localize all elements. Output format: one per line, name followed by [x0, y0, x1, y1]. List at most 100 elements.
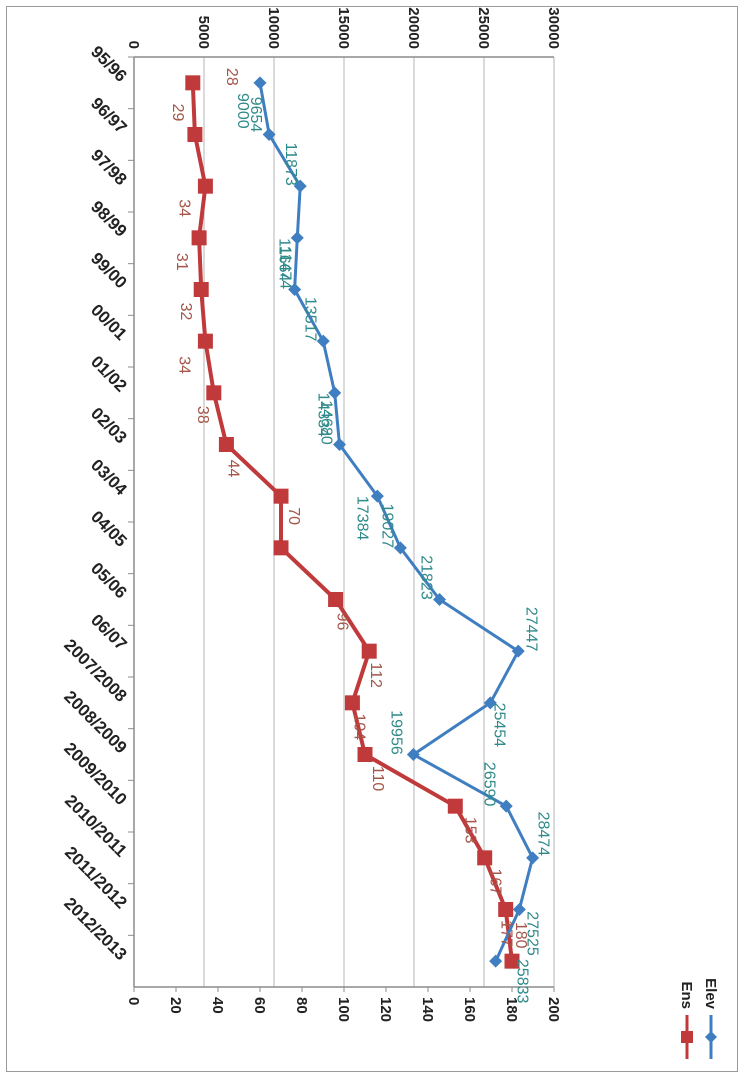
category-label: 05/06	[87, 559, 131, 603]
category-label: 95/96	[87, 42, 131, 86]
elev-point	[511, 644, 525, 658]
elev-data-label: 11474	[277, 246, 294, 289]
ens-point	[273, 540, 289, 556]
ens-point	[197, 333, 213, 349]
elev-data-label: 27525	[523, 911, 540, 956]
primary-axis-tick-label: 10000	[265, 7, 282, 49]
elev-point	[293, 179, 307, 193]
elev-point	[290, 231, 304, 245]
secondary-axis-tick-label: 40	[209, 997, 226, 1014]
ens-data-label: 32	[177, 303, 194, 321]
ens-data-label: 28	[223, 68, 240, 86]
elev-point	[262, 128, 276, 141]
secondary-axis-tick-label: 200	[545, 997, 562, 1022]
category-label: 06/07	[87, 610, 131, 654]
elev-data-label: 21823	[418, 555, 435, 600]
ens-point	[206, 385, 222, 401]
elev-point	[333, 438, 347, 451]
elev-point	[370, 489, 384, 503]
elev-data-label: 25833	[514, 959, 531, 1004]
legend-marker-ens	[681, 1031, 693, 1043]
legend-marker-elev	[705, 1031, 717, 1043]
elev-point	[288, 283, 302, 296]
ens-data-label: 44	[224, 460, 241, 478]
ens-point	[191, 230, 207, 246]
elev-point	[433, 593, 447, 606]
elev-data-label: 11873	[282, 143, 299, 186]
category-label: 97/98	[87, 145, 131, 189]
ens-data-label: 31	[173, 253, 190, 271]
ens-data-label: 110	[369, 766, 386, 792]
ens-data-label: 167	[487, 868, 504, 895]
secondary-axis-tick-label: 100	[335, 997, 352, 1022]
elev-data-label: 19956	[387, 710, 404, 755]
elev-data-label: 11664	[275, 238, 292, 281]
elev-point	[406, 748, 420, 761]
elev-data-label: 14680	[318, 400, 335, 445]
secondary-axis-tick-label: 120	[377, 997, 394, 1022]
elev-data-label: 13517	[301, 297, 318, 342]
primary-axis-tick-label: 20000	[405, 7, 422, 49]
elev-point	[316, 334, 330, 348]
elev-data-label: 17384	[353, 496, 370, 541]
elev-point	[253, 76, 267, 90]
ens-point	[197, 178, 213, 194]
ens-point	[361, 643, 377, 659]
primary-axis-tick-label: 0	[125, 41, 142, 49]
ens-point	[273, 488, 289, 504]
ens-data-label: 112	[367, 662, 384, 688]
secondary-axis-tick-label: 140	[419, 997, 436, 1022]
ens-point	[344, 695, 360, 711]
ens-point	[193, 282, 209, 297]
ens-data-label: 29	[169, 104, 186, 122]
elev-line	[258, 82, 535, 962]
category-label: 03/04	[87, 455, 131, 499]
primary-axis-tick-label: 5000	[195, 16, 212, 49]
elev-point	[328, 386, 342, 400]
ens-data-label: 180	[512, 922, 529, 949]
ens-data-label: 96	[334, 613, 351, 631]
category-label: 98/99	[87, 197, 131, 241]
ens-data-label: 104	[350, 713, 367, 740]
category-label: 04/05	[87, 507, 131, 551]
ens-point	[328, 592, 344, 607]
secondary-axis-tick-label: 80	[293, 997, 310, 1014]
ens-point	[498, 902, 514, 917]
category-label: 00/01	[87, 300, 131, 344]
ens-point	[504, 953, 520, 969]
primary-axis-tick-label: 25000	[475, 7, 492, 49]
ens-line	[190, 82, 514, 962]
ens-point	[187, 127, 203, 142]
secondary-axis-tick-label: 0	[125, 997, 142, 1005]
legend-label-elev: Elev	[702, 978, 719, 1010]
elev-data-label: 9000	[234, 93, 251, 129]
ens-data-label: 177	[498, 920, 515, 947]
ens-data-label: 34	[175, 356, 192, 374]
primary-axis-tick-label: 15000	[335, 7, 352, 49]
category-label: 01/02	[87, 352, 131, 396]
ens-point	[357, 747, 373, 762]
ens-data-label: 34	[175, 199, 192, 217]
legend-label-ens: Ens	[678, 981, 695, 1009]
secondary-axis-tick-label: 180	[503, 997, 520, 1022]
secondary-axis-tick-label: 160	[461, 997, 478, 1022]
ens-data-label: 153	[461, 817, 478, 844]
secondary-axis-tick-label: 60	[251, 997, 268, 1014]
ens-point	[477, 850, 493, 866]
elev-data-label: 25454	[490, 703, 507, 748]
elev-data-label: 19027	[378, 504, 395, 549]
elev-data-label: 28474	[535, 812, 552, 857]
elev-point	[393, 541, 407, 555]
ens-point	[218, 437, 234, 452]
category-label: 02/03	[87, 404, 131, 448]
elev-point	[489, 954, 503, 968]
line-chart: 0 5000 10000 15000 20000 25000 30000 0 20 40 60 80 1…	[60, 7, 719, 1059]
ens-data-label: 70	[285, 507, 302, 525]
category-label: 96/97	[87, 94, 131, 138]
secondary-axis-tick-label: 20	[167, 997, 184, 1014]
elev-data-label: 26590	[480, 762, 497, 807]
elev-data-label: 9654	[247, 97, 264, 133]
elev-data-label: 27447	[522, 607, 539, 652]
chart-frame: 0 5000 10000 15000 20000 25000 30000 0 20 40 60 80 1…	[6, 6, 738, 1072]
category-label: 99/00	[87, 249, 131, 293]
